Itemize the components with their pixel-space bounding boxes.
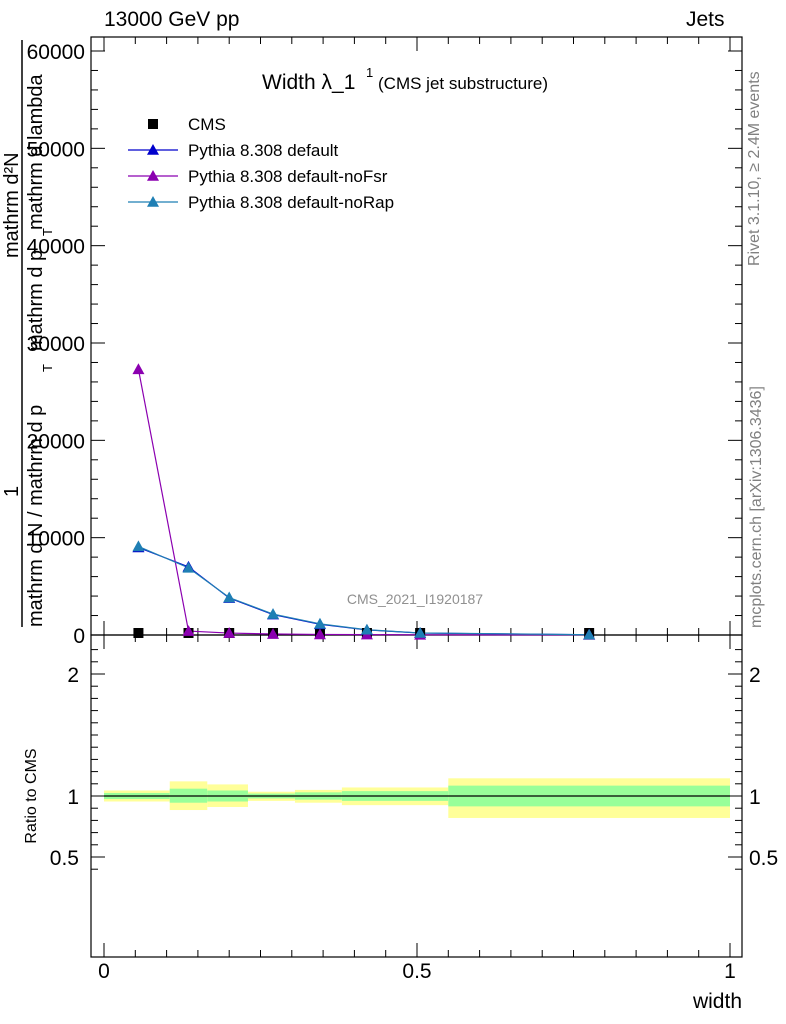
main-ytick-label: 60000 [27,41,85,64]
series-point-3 [313,617,326,629]
series-point-2 [182,625,195,636]
series-point-3 [360,623,373,635]
ratio-ytick-label: 0.5 [50,847,79,870]
plot-title-superscript: 1 [366,65,373,80]
series-point-0 [133,628,144,638]
series-point-2 [132,363,145,375]
legend-label-1: Pythia 8.308 default [188,141,339,160]
series-point-3 [583,628,596,640]
ylabel-d2N: mathrm d²N [1,152,23,258]
main-ytick-label: 20000 [27,430,85,453]
series-point-2 [223,627,236,638]
ratio-xtick-label: 1 [724,960,736,983]
series-point-3 [132,540,145,552]
ratio-xtick-label: 0.5 [402,960,431,983]
legend-label-0: CMS [188,115,226,134]
analysis-watermark: CMS_2021_I1920187 [347,591,483,607]
ylabel-dN-dpT: mathrm d N / mathrm d p [25,405,47,627]
ratio-xtick-label: 0 [98,960,110,983]
ylabel-sub-T2: T [40,228,55,236]
header-left: 13000 GeV pp [104,8,240,31]
ylabel-dlambda: mathrm d lambda [25,74,47,230]
ratio-ytick-label-right: 1 [749,786,761,809]
main-ytick-label: 30000 [27,333,85,356]
series-point-2 [267,628,280,639]
series-line-2 [137,369,590,636]
main-ytick-label: 50000 [27,138,85,161]
series-line-3 [138,545,590,636]
plot-title-subtitle: (CMS jet substructure) [378,74,548,93]
header-right: Jets [686,8,725,31]
series-point-3 [223,591,236,603]
ylabel-sub-T: T [40,364,55,372]
x-axis-label: width [692,990,742,1013]
ylabel-one: 1 [1,486,23,497]
legend-marker-1 [147,144,159,155]
main-ytick-label: 0 [73,625,85,648]
ratio-ytick-label: 2 [67,664,79,687]
main-ytick-label: 10000 [27,528,85,551]
series-point-3 [267,608,280,619]
ratio-y-axis-label: Ratio to CMS [23,748,40,843]
series-point-3 [182,561,195,573]
plot-title: Width λ_1 [262,71,355,94]
legend-marker-0 [148,119,158,129]
ratio-ytick-label-right: 2 [749,664,761,687]
legend-label-2: Pythia 8.308 default-noFsr [188,167,388,186]
ratio-ytick-label: 1 [67,786,79,809]
series-point-3 [414,626,427,638]
series-point-2 [313,628,326,640]
legend-marker-3 [147,196,159,207]
legend-marker-2 [147,170,159,181]
ratio-ytick-label-right: 0.5 [749,847,778,870]
main-ytick-label: 40000 [27,236,85,259]
legend-label-3: Pythia 8.308 default-noRap [188,193,394,212]
ylabel-dp: mathrm d p [25,250,47,351]
